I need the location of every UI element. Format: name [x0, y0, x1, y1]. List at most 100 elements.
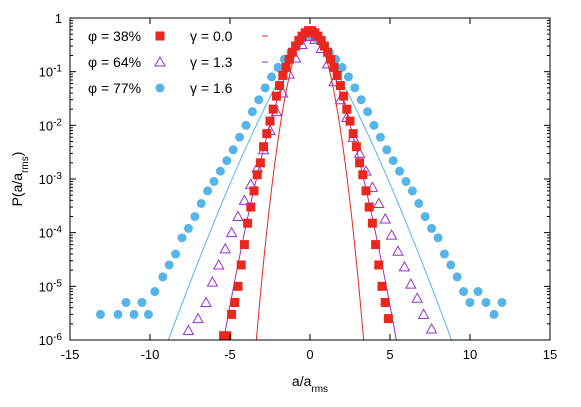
data-point-series-3 [228, 145, 238, 155]
legend-label-series-3: φ = 77% [88, 80, 141, 96]
data-point-series-1 [380, 297, 390, 307]
data-point-series-3 [337, 62, 347, 72]
data-point-series-3 [395, 166, 405, 176]
data-point-series-1 [271, 91, 281, 101]
y-tick-label: 10-3 [39, 171, 63, 188]
data-point-series-3 [452, 272, 462, 282]
data-point-series-3 [382, 145, 392, 155]
data-point-series-3 [215, 166, 225, 176]
data-point-series-3 [489, 309, 499, 319]
data-point-series-2 [225, 226, 238, 238]
data-point-series-2 [372, 197, 385, 208]
data-point-series-1 [268, 104, 278, 114]
data-point-series-1 [329, 62, 339, 72]
data-points [95, 26, 507, 340]
data-point-series-3 [465, 297, 475, 307]
data-point-series-3 [459, 287, 469, 297]
data-point-series-1 [316, 36, 326, 46]
data-point-series-3 [158, 272, 168, 282]
data-point-series-1 [345, 116, 355, 126]
data-point-series-3 [363, 107, 373, 117]
y-tick-label: 10-2 [39, 117, 63, 134]
x-tick-label: 15 [543, 347, 557, 362]
data-point-series-1 [252, 170, 262, 180]
x-tick-label: -5 [224, 347, 236, 362]
plot-area [95, 26, 507, 340]
data-point-series-3 [375, 132, 385, 142]
data-point-series-3 [113, 309, 123, 319]
data-point-series-1 [351, 142, 361, 152]
data-point-series-2 [353, 147, 366, 158]
data-point-series-1 [339, 91, 349, 101]
x-tick-label: 10 [463, 347, 477, 362]
data-point-series-3 [235, 132, 245, 142]
data-point-series-3 [388, 156, 398, 166]
x-tick-label: 5 [386, 347, 393, 362]
data-point-series-1 [230, 297, 240, 307]
data-point-series-2 [219, 242, 232, 254]
data-point-series-1 [364, 202, 374, 212]
data-point-series-1 [358, 170, 368, 180]
legend-fit-label-2: γ = 1.3 [190, 54, 233, 70]
data-point-series-1 [246, 202, 256, 212]
data-point-series-1 [265, 116, 275, 126]
legend-lines [262, 35, 268, 89]
data-point-series-1 [249, 186, 259, 196]
data-point-series-3 [497, 297, 507, 307]
data-point-series-1 [335, 81, 345, 91]
data-point-series-1 [278, 70, 288, 80]
data-point-series-3 [95, 309, 105, 319]
data-point-series-3 [414, 198, 424, 208]
data-point-series-3 [171, 249, 181, 259]
y-axis: 1 10-1 10-2 10-3 10-4 10-5 10-6 [39, 11, 550, 348]
data-point-series-1 [361, 186, 371, 196]
data-point-series-3 [446, 260, 456, 270]
data-point-series-2 [379, 212, 392, 224]
data-point-series-2 [398, 260, 411, 272]
legend-fit-label-1: γ = 0.0 [190, 28, 233, 44]
data-point-series-3 [137, 297, 147, 307]
data-point-series-3 [473, 287, 483, 297]
legend-marker-series-3 [155, 83, 165, 93]
data-point-series-1 [332, 70, 342, 80]
data-point-series-1 [291, 41, 301, 51]
x-tick-label: -15 [61, 347, 80, 362]
data-point-series-3 [247, 107, 257, 117]
data-point-series-2 [411, 292, 424, 303]
data-point-series-3 [143, 309, 153, 319]
data-point-series-2 [206, 276, 219, 287]
data-point-series-1 [222, 331, 232, 340]
y-axis-label: P(a/arms) [9, 152, 31, 207]
data-point-series-3 [433, 233, 443, 243]
data-point-series-3 [369, 120, 379, 130]
data-point-series-3 [427, 223, 437, 233]
data-point-series-1 [236, 260, 246, 270]
data-point-series-1 [374, 260, 384, 270]
data-point-series-2 [192, 312, 204, 324]
data-point-series-3 [343, 72, 353, 82]
y-tick-label: 10-1 [39, 63, 63, 80]
y-tick-label: 1 [55, 11, 62, 26]
data-point-series-1 [227, 309, 237, 319]
legend-marker-series-2 [154, 55, 166, 67]
data-point-series-1 [275, 81, 285, 91]
legend-label-series-2: φ = 64% [88, 54, 141, 70]
data-point-series-2 [200, 296, 212, 307]
data-point-series-3 [222, 156, 232, 166]
y-tick-label: 10-5 [39, 278, 63, 295]
data-point-series-3 [407, 186, 417, 196]
data-point-series-3 [254, 95, 264, 105]
data-point-series-3 [356, 95, 366, 105]
data-point-series-3 [273, 62, 283, 72]
data-point-series-3 [129, 309, 139, 319]
data-point-series-1 [377, 281, 387, 291]
data-point-series-3 [164, 260, 174, 270]
data-point-series-2 [182, 324, 195, 336]
data-point-series-1 [383, 314, 393, 324]
data-point-series-3 [183, 223, 193, 233]
data-point-series-3 [439, 249, 449, 259]
data-point-series-1 [239, 240, 249, 250]
data-point-series-1 [326, 54, 336, 64]
data-point-series-3 [350, 83, 360, 93]
data-point-series-1 [262, 129, 272, 139]
